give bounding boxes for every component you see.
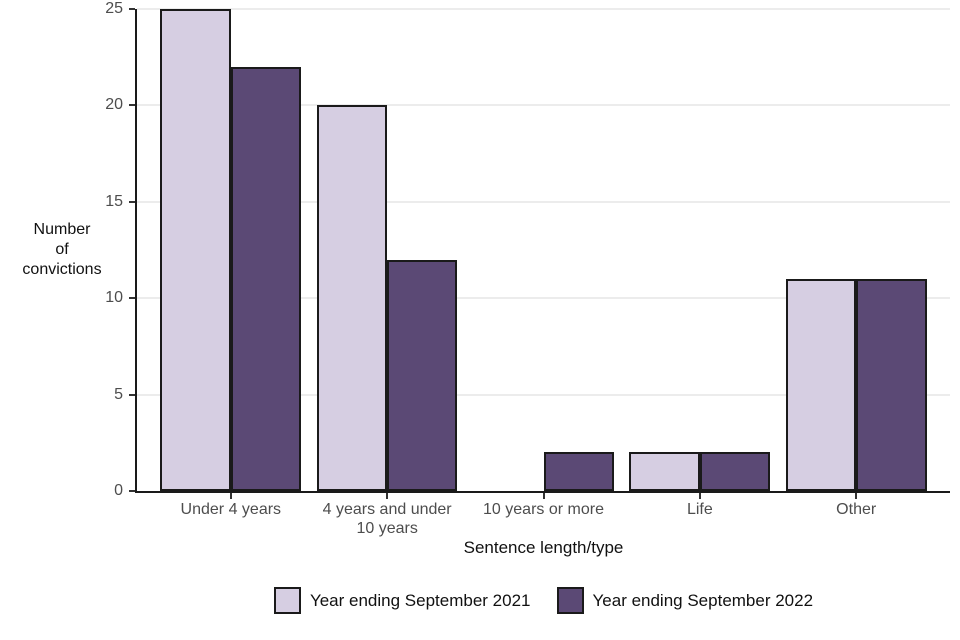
bar <box>699 452 771 491</box>
y-tick-label: 15 <box>105 192 123 210</box>
y-axis-line <box>135 9 137 493</box>
legend-label: Year ending September 2022 <box>592 591 814 610</box>
bar <box>785 278 857 491</box>
legend: Year ending September 2021 Year ending Se… <box>137 587 950 614</box>
legend-item: Year ending September 2022 <box>556 587 814 614</box>
x-tick-label: 4 years and under 10 years <box>322 501 452 537</box>
y-tick-label: 10 <box>105 289 123 307</box>
y-tick-label: 5 <box>114 385 123 403</box>
legend-item: Year ending September 2021 <box>273 587 531 614</box>
x-tick-mark <box>386 493 389 499</box>
y-tick-label: 25 <box>105 0 123 17</box>
y-tick-mark <box>129 200 135 203</box>
bar <box>856 278 927 491</box>
bar <box>629 452 700 491</box>
x-tick-mark <box>855 493 858 499</box>
x-tick-label: 10 years or more <box>483 501 604 518</box>
y-axis-title: Number of convictions <box>22 221 102 278</box>
y-tick-mark <box>129 104 135 107</box>
bar <box>316 105 388 491</box>
y-tick-label: 0 <box>114 482 123 499</box>
gridline <box>137 8 950 10</box>
bar <box>543 452 614 491</box>
y-tick-mark <box>129 393 135 396</box>
x-tick-label: Under 4 years <box>180 501 282 518</box>
x-tick-mark <box>542 493 545 499</box>
gridline <box>137 297 950 300</box>
legend-label: Year ending September 2021 <box>309 591 531 610</box>
legend-swatch <box>273 587 301 614</box>
y-tick-label: 20 <box>105 96 123 114</box>
x-tick-label: Other <box>836 501 877 518</box>
x-tick-mark <box>698 493 701 499</box>
x-axis-line <box>135 491 950 493</box>
gridline <box>137 104 950 107</box>
y-tick-mark <box>129 490 135 492</box>
x-axis-title: Sentence length/type <box>463 538 624 557</box>
x-tick-label: Life <box>686 501 713 518</box>
x-tick-mark <box>229 493 232 499</box>
y-tick-mark <box>129 8 135 10</box>
bar <box>160 9 231 491</box>
legend-swatch <box>556 587 584 614</box>
bar <box>230 66 302 491</box>
y-tick-mark <box>129 297 135 300</box>
gridline <box>137 200 950 203</box>
bar <box>387 259 458 491</box>
gridline <box>137 393 950 396</box>
